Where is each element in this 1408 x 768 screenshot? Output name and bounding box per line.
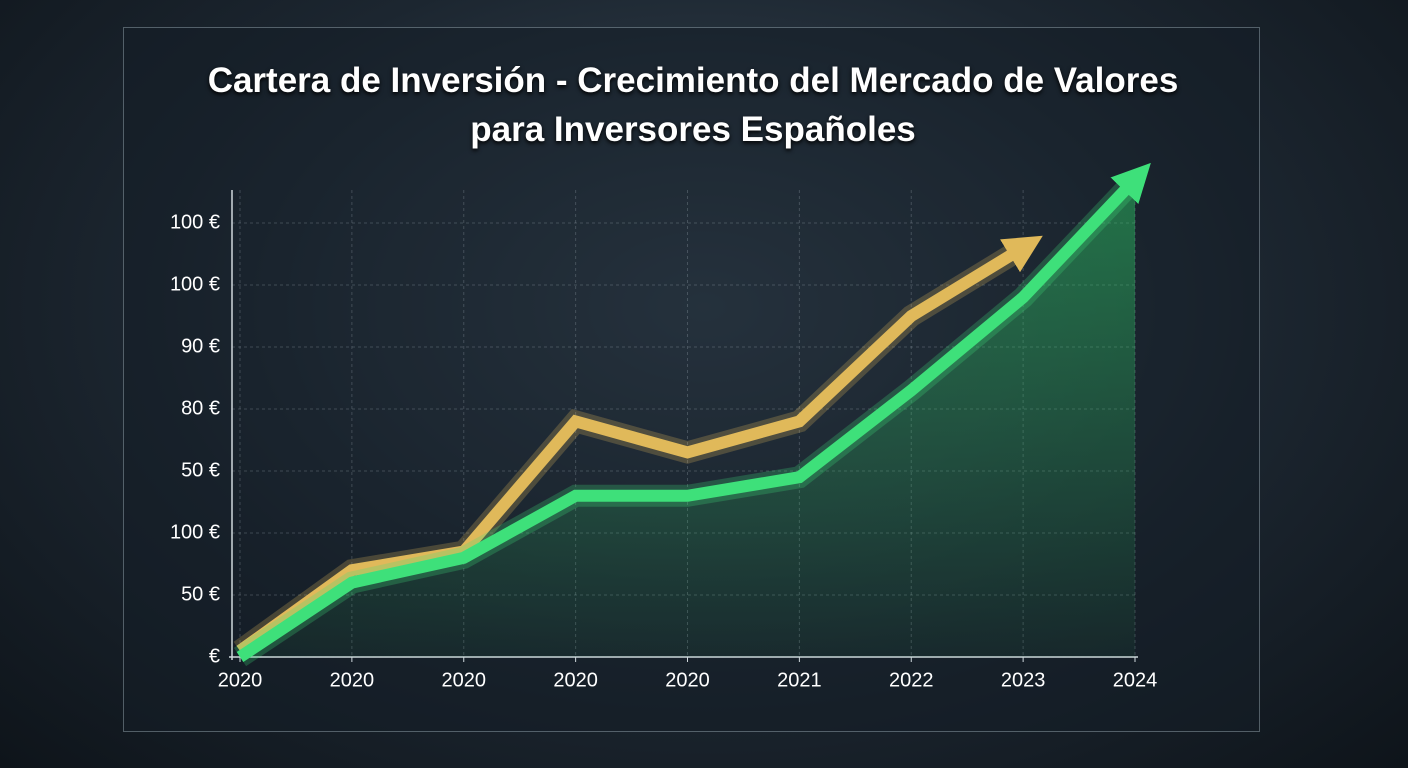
x-tick-label: 2021 [777, 669, 822, 691]
area [240, 179, 1135, 657]
y-tick-label: 80 € [181, 397, 220, 419]
chart-title: Cartera de Inversión - Crecimiento del M… [207, 61, 1179, 149]
line [236, 162, 1151, 662]
y-tick-label: 90 € [181, 335, 220, 357]
x-tick-label: 2022 [889, 669, 934, 691]
x-tick-label: 2024 [1113, 669, 1158, 691]
x-tick-label: 2023 [1001, 669, 1046, 691]
x-tick-label: 2020 [330, 669, 375, 691]
y-tick-label: 100 € [170, 521, 220, 543]
y-tick-label: 50 € [181, 459, 220, 481]
y-tick-label: 50 € [181, 583, 220, 605]
line [236, 235, 1043, 656]
x-tick-label: 2020 [218, 669, 263, 691]
y-tick-label: 100 € [170, 273, 220, 295]
y-tick-label: € [209, 645, 220, 667]
x-tick-label: 2020 [553, 669, 598, 691]
y-tick-label: 100 € [170, 211, 220, 233]
x-tick-label: 2020 [665, 669, 710, 691]
x-tick-label: 2020 [442, 669, 487, 691]
